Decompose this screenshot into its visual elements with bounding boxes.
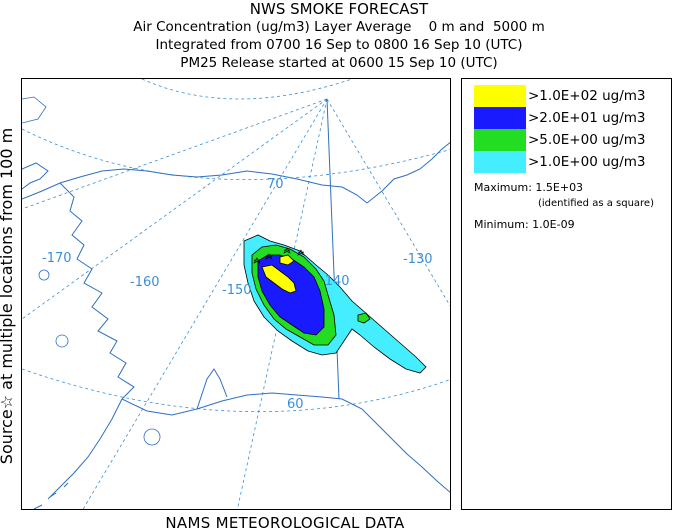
plume-contour-green-tail bbox=[357, 312, 371, 324]
lon-label-150: -150 bbox=[222, 283, 252, 298]
alaska-peninsula bbox=[47, 398, 123, 500]
legend-swatch-green bbox=[474, 129, 526, 151]
alaska-west-coast bbox=[59, 182, 135, 400]
legend-item-blue: >2.0E+01 ug/m3 bbox=[474, 107, 646, 129]
lat-label-60: 60 bbox=[287, 397, 304, 412]
latitude-line-70 bbox=[22, 128, 450, 180]
longitude-line-160 bbox=[82, 98, 328, 509]
legend-label: >1.0E+02 ug/m3 bbox=[528, 88, 646, 104]
siberia-coast bbox=[22, 96, 47, 124]
nunivak-island bbox=[55, 334, 69, 348]
maximum-note: (identified as a square) bbox=[538, 198, 654, 209]
forecast-title: NWS SMOKE FORECAST bbox=[249, 0, 429, 18]
source-star-2 bbox=[265, 253, 273, 260]
bering-east-coast bbox=[22, 162, 49, 190]
st-lawrence-island bbox=[38, 269, 50, 281]
legend-item-yellow: >1.0E+02 ug/m3 bbox=[474, 85, 646, 107]
legend-swatch-blue bbox=[474, 107, 526, 129]
map-canvas: -170 -160 -150 -140 -130 70 60 bbox=[22, 79, 450, 509]
source-star-3 bbox=[283, 247, 291, 254]
legend-item-green: >5.0E+00 ug/m3 bbox=[474, 129, 646, 151]
legend-item-cyan: >1.0E+00 ug/m3 bbox=[474, 151, 646, 173]
lon-label-130: -130 bbox=[403, 252, 433, 267]
cook-inlet bbox=[196, 368, 228, 410]
longitude-line-180 bbox=[22, 98, 328, 210]
plume-contour-yellow bbox=[261, 264, 297, 294]
lon-label-140: -140 bbox=[320, 274, 350, 289]
forecast-subtitle-integration: Integrated from 0700 16 Sep to 0800 16 S… bbox=[155, 37, 523, 53]
minimum-value: Minimum: 1.0E-09 bbox=[474, 218, 575, 231]
alaska-south-coast bbox=[121, 392, 450, 493]
plume-contour-yellow-2 bbox=[279, 254, 295, 266]
legend-swatch-cyan bbox=[474, 151, 526, 173]
smoke-plume bbox=[243, 234, 427, 374]
legend-swatch-yellow bbox=[474, 85, 526, 107]
legend-label: >1.0E+00 ug/m3 bbox=[528, 154, 646, 170]
longitude-line-170 bbox=[22, 98, 328, 320]
islands bbox=[22, 96, 161, 446]
smoke-map: -170 -160 -150 -140 -130 70 60 bbox=[21, 78, 451, 510]
coastline bbox=[22, 141, 450, 509]
latitude-line-60 bbox=[22, 368, 450, 413]
legend-panel: >1.0E+02 ug/m3 >2.0E+01 ug/m3 >5.0E+00 u… bbox=[461, 78, 672, 510]
maximum-value: Maximum: 1.5E+03 bbox=[474, 181, 584, 194]
source-star-1 bbox=[253, 257, 261, 264]
forecast-subtitle-concentration: Air Concentration (ug/m3) Layer Average … bbox=[133, 19, 545, 35]
lon-label-160: -160 bbox=[130, 275, 160, 290]
legend-label: >5.0E+00 ug/m3 bbox=[528, 132, 646, 148]
source-star-4 bbox=[297, 249, 305, 256]
source-markers bbox=[253, 247, 305, 264]
canada-arctic-coast bbox=[366, 141, 450, 204]
forecast-subtitle-release: PM25 Release started at 0600 15 Sep 10 (… bbox=[180, 55, 498, 71]
alaska-north-coast bbox=[22, 168, 368, 204]
kodiak-island bbox=[143, 428, 161, 446]
lat-label-70: 70 bbox=[267, 177, 284, 192]
source-location-label: Source☆ at multiple locations from 100 m bbox=[0, 128, 16, 465]
latitude-line-80 bbox=[141, 79, 353, 100]
aleutian-islands bbox=[33, 482, 69, 509]
meteorological-data-label: NAMS METEOROLOGICAL DATA bbox=[165, 514, 405, 532]
legend-label: >2.0E+01 ug/m3 bbox=[528, 110, 646, 126]
lon-label-170: -170 bbox=[42, 251, 72, 266]
longitude-line-130 bbox=[326, 98, 450, 307]
